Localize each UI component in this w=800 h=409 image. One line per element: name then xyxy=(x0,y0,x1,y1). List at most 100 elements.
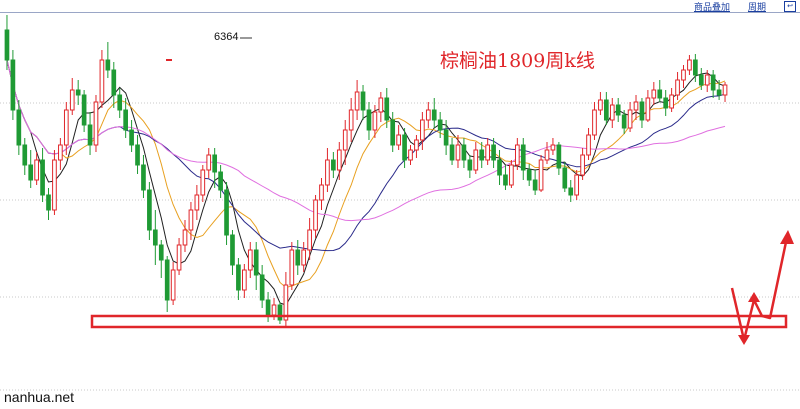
candle xyxy=(147,182,152,240)
candle-body xyxy=(574,174,580,196)
forecast-arrow-up-head xyxy=(780,230,794,244)
candle xyxy=(384,88,390,128)
candle-body xyxy=(218,171,223,191)
candle-body xyxy=(425,109,431,121)
candle xyxy=(586,128,591,160)
candle-body xyxy=(609,104,615,121)
candle xyxy=(218,165,223,198)
candle xyxy=(467,155,473,178)
candle-body xyxy=(158,244,164,261)
candle xyxy=(615,98,621,122)
candle-body xyxy=(396,134,401,146)
candle xyxy=(604,92,609,125)
candle-body xyxy=(93,101,99,146)
candle xyxy=(455,135,461,168)
candle-body xyxy=(135,144,140,166)
ma-line-5 xyxy=(6,59,726,306)
candle-body xyxy=(283,284,289,321)
forecast-arrow-down-head xyxy=(738,335,750,345)
candle xyxy=(16,100,22,155)
candle xyxy=(331,152,336,178)
candle-body xyxy=(170,269,176,301)
candle-body xyxy=(242,269,247,291)
candle xyxy=(538,155,544,192)
candle-body xyxy=(455,144,461,161)
ma-line-10 xyxy=(6,59,726,289)
candle-body xyxy=(271,304,277,316)
candle-body xyxy=(34,159,39,181)
candle-body xyxy=(69,89,75,111)
candle-body xyxy=(230,234,235,266)
candle-body xyxy=(63,109,69,146)
candle xyxy=(158,240,164,278)
candle-body xyxy=(247,249,253,271)
candle-body xyxy=(188,209,194,231)
candle xyxy=(28,150,34,188)
candle xyxy=(390,112,396,152)
candle-body xyxy=(538,159,544,191)
candle xyxy=(669,88,674,112)
candle-body xyxy=(253,249,259,276)
candle-body xyxy=(449,144,455,161)
candle-body xyxy=(503,174,508,186)
candle xyxy=(550,138,556,155)
candle-body xyxy=(372,111,378,131)
candle-body xyxy=(295,249,301,266)
candle xyxy=(176,238,182,275)
forecast-path xyxy=(730,241,788,342)
candle-body xyxy=(568,187,574,196)
candle-body xyxy=(164,259,170,301)
candle-body xyxy=(384,97,390,121)
candle-body xyxy=(698,74,704,86)
overlay-link[interactable]: 商品叠加 xyxy=(693,2,730,13)
candle-body xyxy=(544,149,550,161)
candle-body xyxy=(360,91,366,111)
forecast-arrow-mid-head xyxy=(748,292,760,302)
candle-body xyxy=(313,199,318,231)
candle xyxy=(283,272,289,326)
candle-body xyxy=(526,169,532,181)
candle-body xyxy=(693,59,698,76)
candle-body xyxy=(194,194,200,211)
support-zone-box xyxy=(90,314,788,329)
candle xyxy=(40,148,45,202)
candle xyxy=(188,202,194,240)
candle xyxy=(556,142,562,175)
candle xyxy=(675,72,680,100)
period-link[interactable]: 周期 xyxy=(747,2,766,13)
candle xyxy=(681,65,686,88)
candle-body xyxy=(331,159,336,171)
candle-body xyxy=(497,159,502,176)
candle-body xyxy=(722,84,728,96)
candle-body xyxy=(81,94,87,126)
candle xyxy=(348,98,354,142)
candle-body xyxy=(277,304,283,321)
candle xyxy=(182,220,188,252)
candle-body xyxy=(443,129,449,146)
candle-body xyxy=(206,154,212,171)
candle xyxy=(574,170,580,200)
candle-body xyxy=(342,129,348,151)
candle-body xyxy=(437,119,443,131)
candle-body xyxy=(675,79,680,96)
candle xyxy=(206,148,212,178)
candle-body xyxy=(509,164,514,186)
candle xyxy=(63,102,69,155)
candle xyxy=(497,150,502,185)
candle-body xyxy=(485,144,490,161)
candle xyxy=(224,182,229,245)
candle-body xyxy=(562,167,568,189)
candle-body xyxy=(431,109,437,121)
candle xyxy=(509,160,514,188)
watermark: nanhua.net xyxy=(4,389,75,405)
candle-body xyxy=(152,229,158,246)
candle xyxy=(420,112,425,150)
candle-body xyxy=(716,89,722,96)
candle-body xyxy=(681,69,686,81)
candle xyxy=(242,264,247,298)
candle-body xyxy=(105,59,111,71)
candle xyxy=(693,54,698,82)
candle-body xyxy=(669,94,674,109)
restore-icon[interactable]: ↩ xyxy=(784,0,796,12)
